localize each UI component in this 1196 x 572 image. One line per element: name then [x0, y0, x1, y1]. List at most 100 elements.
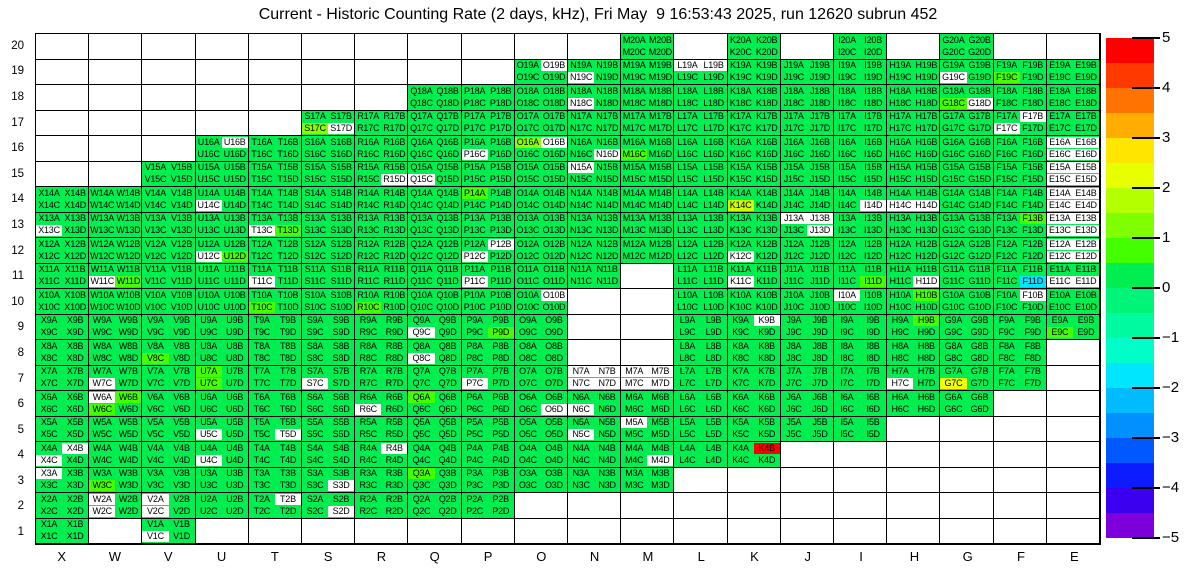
- cell-label-T13D: T13D: [274, 225, 301, 237]
- heatmap-cell-V2: V2A V2B V2C V2D: [142, 493, 196, 519]
- heatmap-cell-R12: R12A R12B R12C R12D: [355, 238, 409, 264]
- cell-label-U5D: U5D: [226, 429, 244, 440]
- cell-label-Q14D: Q14D: [436, 199, 459, 210]
- cell-label-R10B: R10B: [383, 289, 406, 300]
- cell-label-J6A: J6A: [786, 391, 802, 402]
- cell-label-V9C: V9C: [146, 327, 164, 338]
- cell-label-X10B: X10B: [64, 289, 86, 300]
- cell-label-M17B: M17B: [648, 111, 672, 122]
- cell-label-Q2D: Q2D: [438, 505, 457, 516]
- cell-label-I15A: I15A: [838, 162, 856, 173]
- cell-label-K10D: K10D: [755, 301, 778, 312]
- cell-label-L13C: L13C: [677, 225, 698, 236]
- cell-label-S7C: S7C: [302, 378, 329, 390]
- cell-label-W13B: W13B: [116, 213, 141, 224]
- cell-label-J9A: J9A: [786, 315, 802, 326]
- cell-label-M7C: M7C: [621, 378, 648, 390]
- heatmap-cell-F8: F8A F8B F8C F8D: [993, 340, 1047, 366]
- cell-label-E18C: E18C: [1048, 97, 1071, 108]
- cell-label-P3B: P3B: [492, 468, 510, 479]
- cell-label-Q11A: Q11A: [410, 264, 433, 275]
- cell-label-W4A: W4A: [92, 442, 112, 453]
- x-axis-label-J: J: [804, 549, 812, 564]
- cell-label-P18C: P18C: [463, 97, 486, 108]
- heatmap-cell-Q2: Q2A Q2B Q2C Q2D: [408, 493, 462, 519]
- cell-label-W13A: W13A: [90, 213, 115, 224]
- cell-label-F17B: F17B: [1019, 111, 1046, 123]
- cell-label-L9B: L9B: [705, 315, 722, 326]
- cell-label-P18B: P18B: [490, 85, 512, 96]
- cell-label-S10A: S10A: [304, 289, 326, 300]
- cell-label-U3C: U3C: [199, 480, 218, 491]
- cell-label-M17D: M17D: [648, 123, 672, 134]
- cell-label-X5D: X5D: [66, 429, 84, 440]
- cell-label-F12D: F12D: [1022, 250, 1044, 261]
- cell-label-N17A: N17A: [570, 111, 592, 122]
- cell-label-U3B: U3B: [226, 468, 244, 479]
- cell-label-T3D: T3D: [279, 480, 297, 491]
- x-axis-label-Q: Q: [429, 549, 440, 564]
- cell-label-X8A: X8A: [40, 340, 58, 351]
- cell-label-O18B: O18B: [542, 85, 566, 96]
- cell-label-J8A: J8A: [786, 340, 802, 351]
- cell-label-S17C: S17C: [302, 123, 329, 135]
- cell-label-E10A: E10A: [1049, 289, 1071, 300]
- cell-label-V10B: V10B: [170, 289, 193, 300]
- cell-label-L13B: L13B: [703, 213, 724, 224]
- cell-label-N19C: N19C: [568, 72, 595, 84]
- cell-label-X7A: X7A: [40, 366, 58, 377]
- cell-label-O10C: O10C: [516, 301, 540, 312]
- colorbar-band-5: [1106, 163, 1154, 188]
- heatmap-cell-N18: N18A N18B N18C N18D: [568, 85, 622, 111]
- heatmap-cell-M4: M4A M4B M4C M4D: [621, 442, 675, 468]
- heatmap-cell-L18: L18A L18B L18C L18D: [674, 85, 728, 111]
- heatmap-cell-T9: T9A T9B T9C T9D: [248, 314, 302, 340]
- cell-label-P4D: P4D: [492, 454, 510, 465]
- cell-label-M6D: M6D: [651, 403, 670, 414]
- cell-label-I14C: I14C: [837, 199, 857, 210]
- cell-label-G7A: G7A: [944, 366, 963, 377]
- cell-label-V7C: V7C: [146, 378, 164, 389]
- cell-label-O9C: O9C: [518, 327, 537, 338]
- cell-label-X5A: X5A: [40, 417, 58, 428]
- heatmap-cell-N10: [568, 289, 622, 315]
- heatmap-cell-E9: E9A E9B E9C E9D: [1046, 314, 1100, 340]
- cell-label-T8B: T8B: [280, 340, 296, 351]
- heatmap-cell-U19: [195, 59, 249, 85]
- cell-label-S8D: S8D: [332, 352, 350, 363]
- cell-label-N13A: N13A: [570, 213, 592, 224]
- heatmap-cell-T13: T13A T13B T13C T13D: [248, 212, 302, 238]
- cell-label-S11B: S11B: [330, 264, 352, 275]
- cell-label-K14C: K14C: [727, 199, 754, 211]
- cell-label-K16D: K16D: [755, 148, 778, 159]
- heatmap-cell-P11: P11A P11B P11C P11D: [461, 263, 515, 289]
- cell-label-I18D: I18D: [864, 97, 883, 108]
- heatmap-cell-E19: E19A E19B E19C E19D: [1046, 59, 1100, 85]
- cell-label-X14A: X14A: [38, 187, 60, 198]
- heatmap-cell-R4: R4A R4B R4C R4D: [355, 442, 409, 468]
- cell-label-V13C: V13C: [144, 225, 167, 236]
- cell-label-I16C: I16C: [837, 148, 857, 159]
- cell-label-T15D: T15D: [277, 174, 299, 185]
- cell-label-S8A: S8A: [306, 340, 324, 351]
- cell-label-H7A: H7A: [891, 366, 909, 377]
- cell-label-R11B: R11B: [383, 264, 405, 275]
- cell-label-H15C: H15C: [889, 174, 912, 185]
- cell-label-S3B: S3B: [332, 468, 350, 479]
- heatmap-cell-J2: [780, 493, 834, 519]
- heatmap-cell-I6: I6A I6B I6C I6D: [834, 391, 888, 417]
- cell-label-T4B: T4B: [280, 442, 296, 453]
- cell-label-U10D: U10D: [223, 301, 246, 312]
- heatmap-cell-M1: [621, 518, 675, 544]
- cell-label-R6A: R6A: [359, 391, 377, 402]
- cell-label-H11B: H11B: [915, 264, 937, 275]
- heatmap-cell-E2: [1046, 493, 1100, 519]
- heatmap-cell-U13: U13A U13B U13C U13D: [195, 212, 249, 238]
- heatmap-cell-H1: [887, 518, 941, 544]
- heatmap-cell-K13: K13A K13B K13C K13D: [727, 212, 781, 238]
- cell-label-R12B: R12B: [383, 238, 406, 249]
- cell-label-I12D: I12D: [864, 250, 883, 261]
- cell-label-V3C: V3C: [146, 480, 164, 491]
- heatmap-cell-H15: H15A H15B H15C H15D: [887, 161, 941, 187]
- cell-label-O18D: O18D: [542, 97, 566, 108]
